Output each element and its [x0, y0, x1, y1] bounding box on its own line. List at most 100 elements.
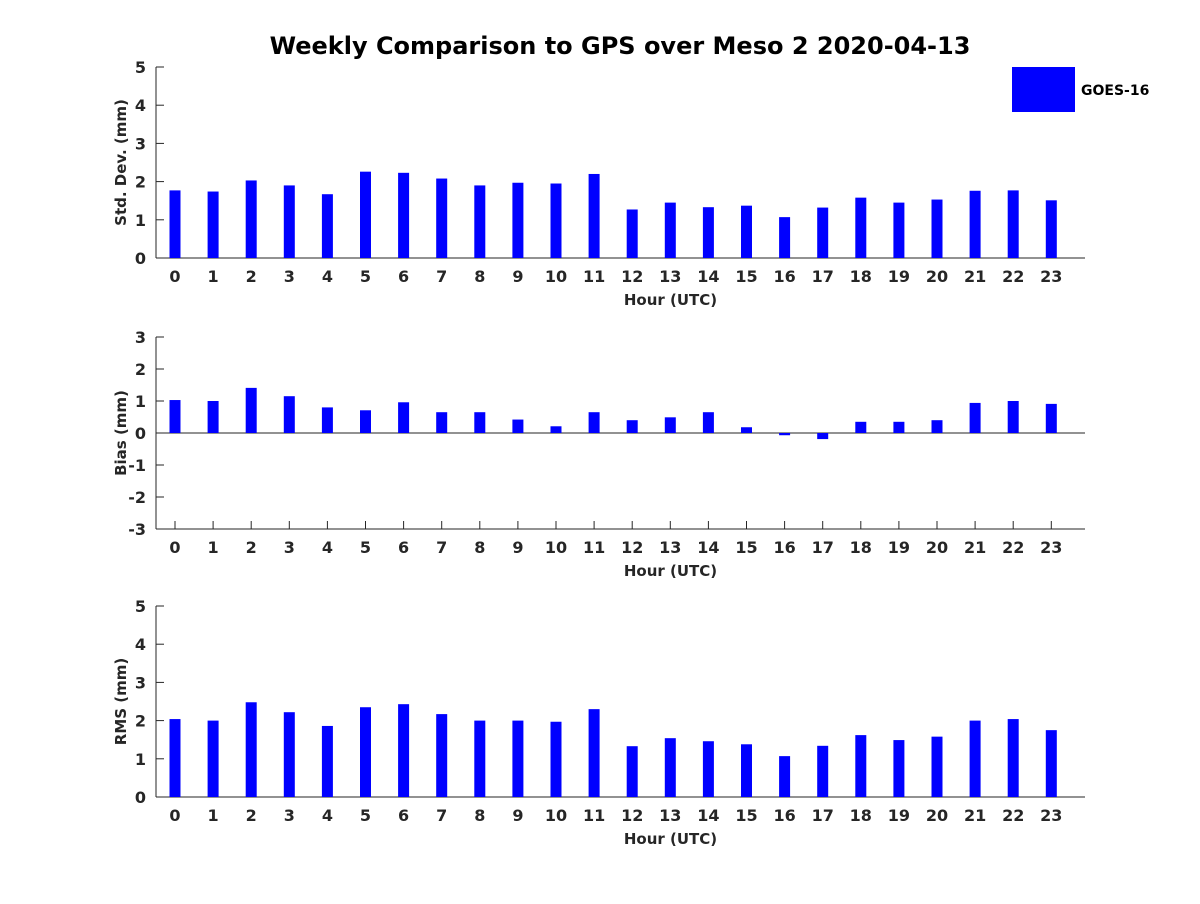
std-bar-hour-8 — [474, 185, 486, 258]
rms-bar-hour-18 — [855, 735, 867, 797]
rms-x-tick-label: 17 — [812, 806, 834, 825]
bias-x-tick-label: 11 — [583, 538, 605, 557]
bias-y-tick-label: -1 — [128, 456, 146, 475]
legend-label-goes-16: GOES-16 — [1081, 83, 1149, 99]
bias-x-tick-label: 5 — [360, 538, 371, 557]
rms-x-tick-label: 18 — [850, 806, 872, 825]
bias-y-tick-label: 0 — [135, 424, 146, 443]
std-bar-hour-18 — [855, 197, 867, 258]
rms-x-tick-label: 21 — [964, 806, 986, 825]
std-bar-hour-2 — [245, 180, 257, 258]
rms-bar-hour-13 — [664, 738, 676, 797]
bias-bar-hour-12 — [626, 420, 638, 433]
bias-bar-hour-18 — [855, 421, 867, 433]
std-bar-hour-11 — [588, 173, 600, 258]
std-y-axis-label: Std. Dev. (mm) — [112, 99, 130, 226]
bias-bar-hour-9 — [512, 419, 524, 433]
rms-y-tick-label: 4 — [135, 635, 146, 654]
bias-x-tick-label: 8 — [474, 538, 485, 557]
rms-x-tick-label: 6 — [398, 806, 409, 825]
std-x-tick-label: 12 — [621, 267, 643, 286]
rms-bar-hour-9 — [512, 720, 524, 797]
std-x-tick-label: 20 — [926, 267, 948, 286]
bias-x-tick-label: 10 — [545, 538, 567, 557]
std-bar-hour-19 — [893, 202, 905, 258]
bias-bar-hour-8 — [474, 412, 486, 433]
rms-bar-hour-11 — [588, 709, 600, 797]
bias-x-tick-label: 15 — [735, 538, 757, 557]
rms-x-axis-label: Hour (UTC) — [624, 830, 717, 848]
rms-x-tick-label: 5 — [360, 806, 371, 825]
rms-bar-hour-10 — [550, 721, 562, 797]
bias-bar-hour-19 — [893, 421, 905, 433]
bias-bar-hour-17 — [817, 433, 829, 440]
bias-y-tick-label: -2 — [128, 488, 146, 507]
bias-bar-hour-1 — [207, 401, 219, 433]
rms-bar-hour-14 — [702, 741, 714, 797]
std-bar-hour-22 — [1007, 190, 1019, 258]
std-x-tick-label: 3 — [284, 267, 295, 286]
std-x-tick-label: 18 — [850, 267, 872, 286]
rms-x-tick-label: 7 — [436, 806, 447, 825]
std-bar-hour-15 — [741, 205, 752, 258]
std-bar-hour-7 — [436, 178, 448, 258]
rms-y-tick-label: 2 — [135, 712, 146, 731]
std-bar-hour-17 — [817, 207, 829, 258]
bias-x-tick-label: 14 — [697, 538, 719, 557]
bias-bar-hour-22 — [1007, 401, 1019, 433]
rms-x-tick-label: 9 — [512, 806, 523, 825]
rms-bar-hour-16 — [779, 756, 791, 797]
rms-x-tick-label: 11 — [583, 806, 605, 825]
std-bar-hour-21 — [969, 190, 981, 258]
std-x-tick-label: 14 — [697, 267, 719, 286]
bias-bar-hour-15 — [741, 427, 752, 433]
std-bar-hour-5 — [360, 171, 371, 258]
rms-bar-hour-3 — [283, 712, 295, 797]
std-bar-hour-9 — [512, 182, 524, 258]
bias-bar-hour-14 — [702, 412, 714, 433]
std-x-tick-label: 11 — [583, 267, 605, 286]
std-bar-hour-13 — [664, 202, 676, 258]
rms-bar-hour-6 — [398, 704, 410, 797]
std-x-tick-label: 6 — [398, 267, 409, 286]
std-x-axis-label: Hour (UTC) — [624, 291, 717, 309]
std-bar-hour-4 — [321, 194, 333, 258]
rms-x-tick-label: 23 — [1040, 806, 1062, 825]
rms-x-tick-label: 12 — [621, 806, 643, 825]
bias-x-tick-label: 20 — [926, 538, 948, 557]
bias-x-tick-label: 3 — [284, 538, 295, 557]
std-y-tick-label: 0 — [135, 249, 146, 268]
bias-x-tick-label: 2 — [246, 538, 257, 557]
rms-bar-hour-12 — [626, 746, 638, 797]
rms-bar-hour-17 — [817, 745, 829, 797]
std-x-tick-label: 0 — [169, 267, 180, 286]
std-bar-hour-1 — [207, 191, 219, 258]
rms-x-tick-label: 19 — [888, 806, 910, 825]
bias-x-tick-label: 0 — [169, 538, 180, 557]
rms-x-tick-label: 0 — [169, 806, 180, 825]
bias-bar-hour-13 — [664, 417, 676, 433]
bias-x-tick-label: 4 — [322, 538, 333, 557]
rms-bar-hour-1 — [207, 720, 219, 797]
std-bar-hour-14 — [702, 207, 714, 258]
legend: GOES-16 — [1012, 67, 1149, 112]
bias-bar-hour-0 — [169, 400, 181, 433]
rms-bar-hour-7 — [436, 714, 448, 797]
std-x-tick-label: 4 — [322, 267, 333, 286]
rms-x-tick-label: 4 — [322, 806, 333, 825]
bias-bar-hour-5 — [360, 410, 371, 433]
rms-x-tick-label: 20 — [926, 806, 948, 825]
bias-x-tick-label: 6 — [398, 538, 409, 557]
std-y-tick-label: 5 — [135, 58, 146, 77]
bias-x-tick-label: 17 — [812, 538, 834, 557]
bias-bar-hour-6 — [398, 402, 410, 433]
std-x-tick-label: 2 — [246, 267, 257, 286]
std-bar-hour-20 — [931, 199, 943, 258]
bias-y-tick-label: 2 — [135, 360, 146, 379]
std-x-tick-label: 5 — [360, 267, 371, 286]
rms-bar-hour-8 — [474, 720, 486, 797]
